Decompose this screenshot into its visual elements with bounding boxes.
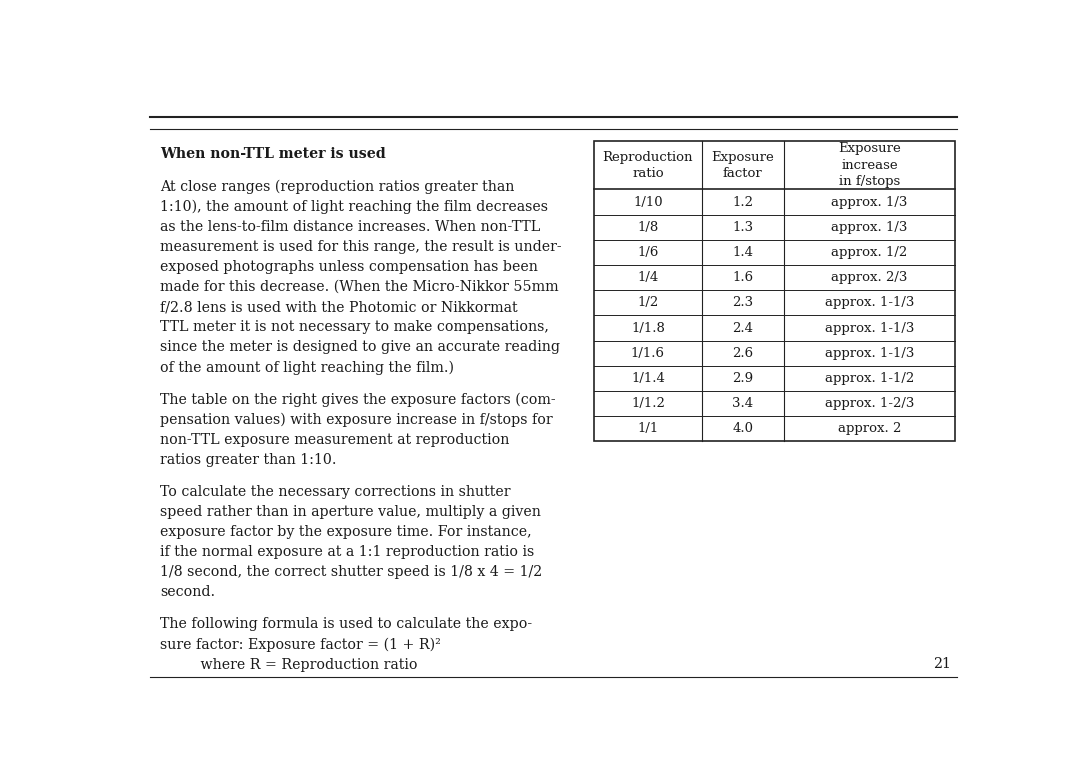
Text: second.: second. (160, 585, 215, 599)
Text: pensation values) with exposure increase in f/stops for: pensation values) with exposure increase… (160, 413, 553, 427)
Text: 4.0: 4.0 (732, 422, 754, 435)
Text: When non-TTL meter is used: When non-TTL meter is used (160, 147, 386, 161)
Text: The following formula is used to calculate the expo-: The following formula is used to calcula… (160, 618, 532, 632)
Text: 2.9: 2.9 (732, 372, 754, 385)
Text: 3.4: 3.4 (732, 397, 754, 410)
Text: Exposure
factor: Exposure factor (712, 150, 774, 180)
Text: where R = Reproduction ratio: where R = Reproduction ratio (160, 657, 418, 671)
Text: 21: 21 (933, 657, 951, 671)
Text: TTL meter it is not necessary to make compensations,: TTL meter it is not necessary to make co… (160, 320, 549, 334)
Text: f/2.8 lens is used with the Photomic or Nikkormat: f/2.8 lens is used with the Photomic or … (160, 300, 517, 314)
Text: Reproduction
ratio: Reproduction ratio (603, 150, 693, 180)
Text: 1/1.4: 1/1.4 (631, 372, 665, 385)
Text: 1/1.2: 1/1.2 (631, 397, 665, 410)
Text: To calculate the necessary corrections in shutter: To calculate the necessary corrections i… (160, 485, 511, 499)
Text: 1:10), the amount of light reaching the film decreases: 1:10), the amount of light reaching the … (160, 199, 549, 214)
Text: speed rather than in aperture value, multiply a given: speed rather than in aperture value, mul… (160, 505, 541, 519)
Text: Exposure
increase
in f/stops: Exposure increase in f/stops (838, 143, 901, 189)
Text: approx. 1/3: approx. 1/3 (832, 220, 907, 234)
Text: 1.4: 1.4 (732, 246, 754, 259)
Text: exposure factor by the exposure time. For instance,: exposure factor by the exposure time. Fo… (160, 525, 531, 539)
Text: 1.3: 1.3 (732, 220, 754, 234)
Text: made for this decrease. (When the Micro-Nikkor 55mm: made for this decrease. (When the Micro-… (160, 280, 558, 294)
Text: 1/1: 1/1 (637, 422, 659, 435)
Text: approx. 1/3: approx. 1/3 (832, 196, 907, 209)
Text: since the meter is designed to give an accurate reading: since the meter is designed to give an a… (160, 340, 561, 354)
Text: approx. 2: approx. 2 (838, 422, 901, 435)
Text: 1.6: 1.6 (732, 271, 754, 284)
Text: non-TTL exposure measurement at reproduction: non-TTL exposure measurement at reproduc… (160, 432, 510, 446)
Text: measurement is used for this range, the result is under-: measurement is used for this range, the … (160, 240, 562, 254)
Text: if the normal exposure at a 1:1 reproduction ratio is: if the normal exposure at a 1:1 reproduc… (160, 545, 535, 559)
Text: 1/2: 1/2 (637, 296, 659, 309)
Text: 1/1.6: 1/1.6 (631, 347, 665, 360)
Text: At close ranges (reproduction ratios greater than: At close ranges (reproduction ratios gre… (160, 179, 514, 194)
Text: sure factor: Exposure factor = (1 + R)²: sure factor: Exposure factor = (1 + R)² (160, 637, 441, 652)
Text: 2.6: 2.6 (732, 347, 754, 360)
Text: as the lens-to-film distance increases. When non-TTL: as the lens-to-film distance increases. … (160, 220, 540, 234)
Text: approx. 1/2: approx. 1/2 (832, 246, 907, 259)
Text: The table on the right gives the exposure factors (com-: The table on the right gives the exposur… (160, 393, 556, 407)
Text: approx. 1-1/3: approx. 1-1/3 (825, 322, 914, 334)
Text: approx. 2/3: approx. 2/3 (832, 271, 907, 284)
Text: approx. 1-2/3: approx. 1-2/3 (825, 397, 914, 410)
Text: of the amount of light reaching the film.): of the amount of light reaching the film… (160, 361, 454, 375)
Text: approx. 1-1/3: approx. 1-1/3 (825, 296, 914, 309)
Text: approx. 1-1/3: approx. 1-1/3 (825, 347, 914, 360)
Text: 1.2: 1.2 (732, 196, 754, 209)
Text: 1/1.8: 1/1.8 (631, 322, 665, 334)
Text: 2.4: 2.4 (732, 322, 754, 334)
Text: exposed photographs unless compensation has been: exposed photographs unless compensation … (160, 260, 538, 274)
Text: 1/10: 1/10 (633, 196, 663, 209)
Text: 1/8 second, the correct shutter speed is 1/8 x 4 = 1/2: 1/8 second, the correct shutter speed is… (160, 566, 542, 580)
Text: 1/8: 1/8 (637, 220, 659, 234)
Text: approx. 1-1/2: approx. 1-1/2 (825, 372, 914, 385)
Text: 2.3: 2.3 (732, 296, 754, 309)
Text: ratios greater than 1:10.: ratios greater than 1:10. (160, 453, 337, 467)
Text: 1/4: 1/4 (637, 271, 659, 284)
Text: 1/6: 1/6 (637, 246, 659, 259)
FancyBboxPatch shape (594, 142, 956, 442)
